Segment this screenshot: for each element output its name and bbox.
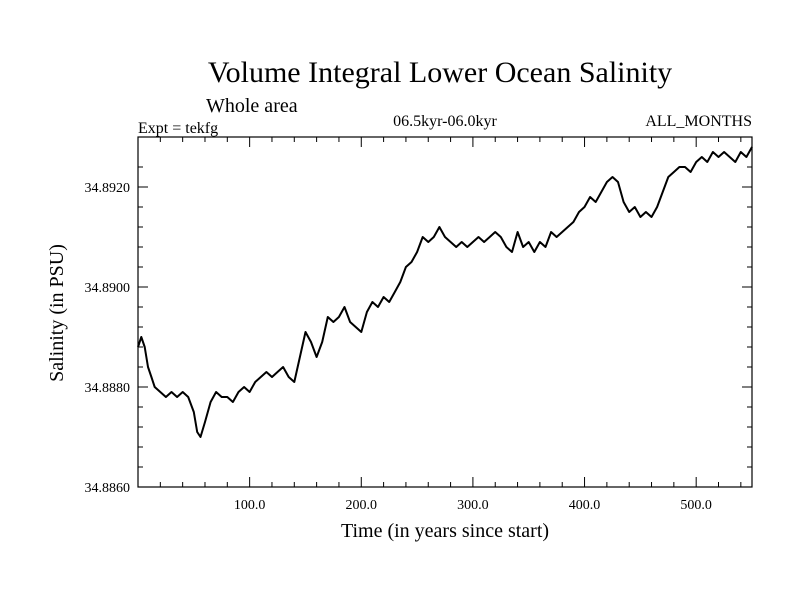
plot-frame <box>137 136 753 488</box>
y-tick-label: 34.8900 <box>85 281 131 296</box>
period-label: 06.5kyr-06.0kyr <box>393 113 497 130</box>
x-tick-labels: 100.0 200.0 300.0 400.0 500.0 <box>234 498 712 513</box>
y-axis-label: Salinity (in PSU) <box>46 244 68 382</box>
y-tick-labels: 34.8860 34.8880 34.8900 34.8920 <box>85 181 131 496</box>
x-tick-label: 300.0 <box>457 498 489 513</box>
x-tick-label: 100.0 <box>234 498 266 513</box>
chart-subtitle: Whole area <box>206 95 298 117</box>
y-tick-label: 34.8860 <box>85 481 131 496</box>
chart-title: Volume Integral Lower Ocean Salinity <box>208 56 672 89</box>
x-tick-label: 200.0 <box>346 498 378 513</box>
y-tick-label: 34.8880 <box>85 381 131 396</box>
salinity-series-line <box>137 146 753 438</box>
x-axis-label: Time (in years since start) <box>341 520 549 542</box>
x-tick-label: 500.0 <box>680 498 712 513</box>
experiment-label: Expt = tekfg <box>138 120 218 137</box>
y-tick-label: 34.8920 <box>85 181 131 196</box>
months-label: ALL_MONTHS <box>645 113 752 130</box>
axis-ticks <box>138 137 752 487</box>
x-tick-label: 400.0 <box>569 498 601 513</box>
